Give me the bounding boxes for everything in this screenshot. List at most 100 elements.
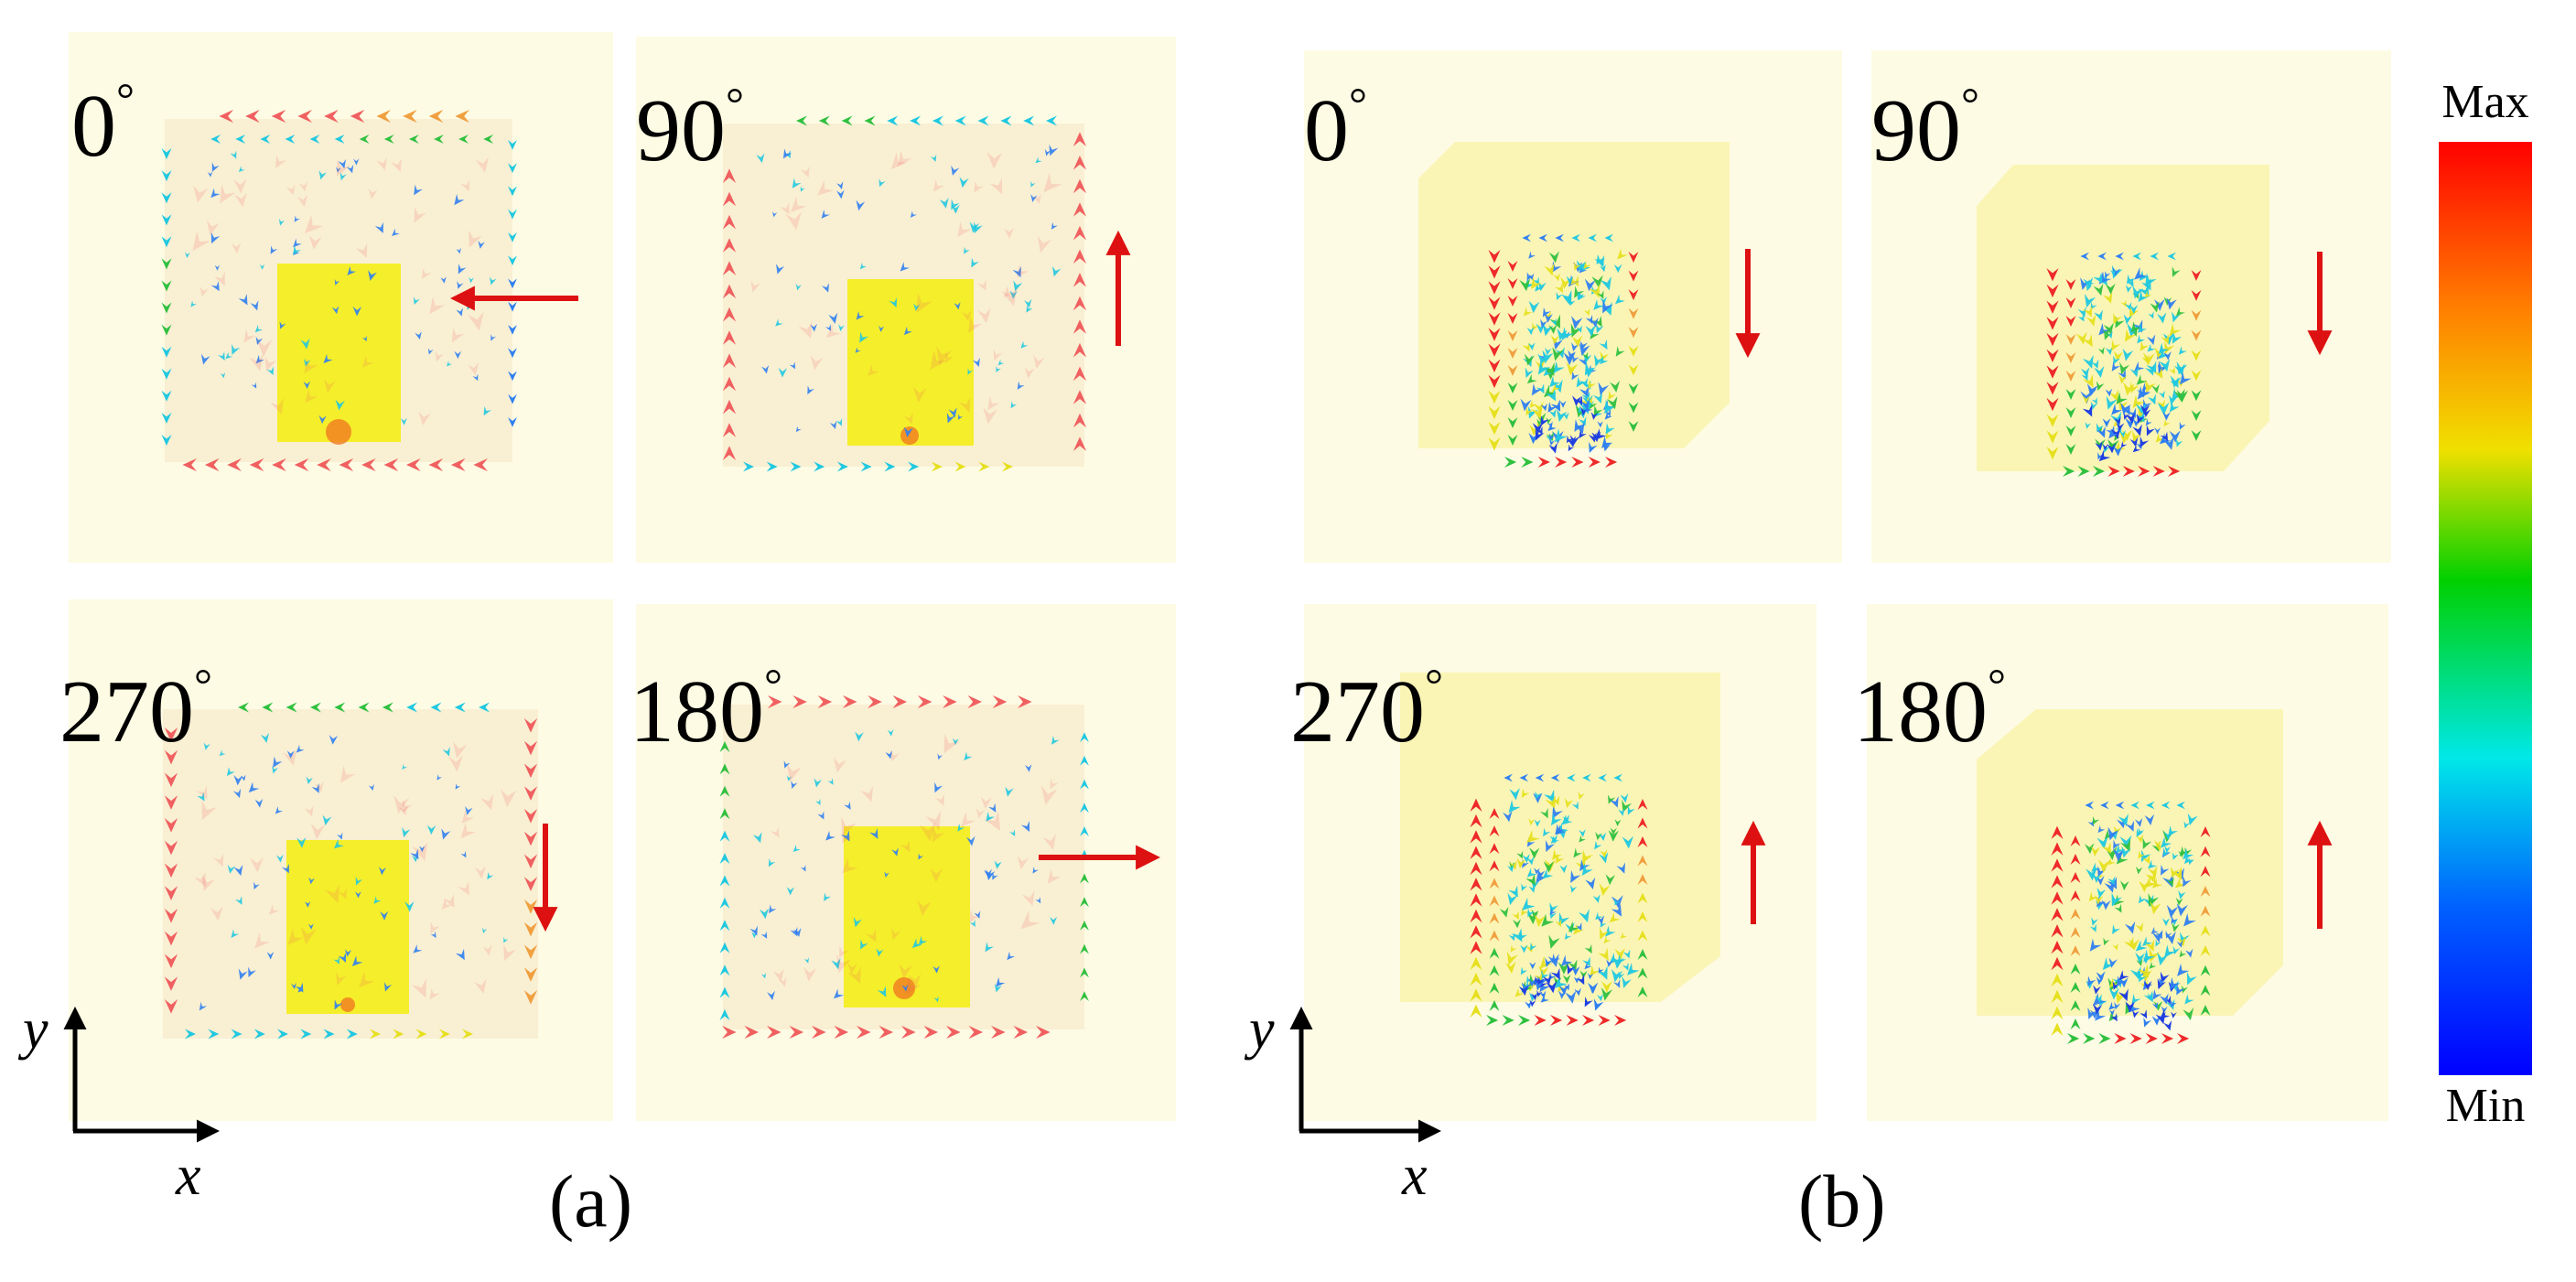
current-vector <box>1628 364 1639 376</box>
current-vector <box>847 963 857 975</box>
current-vector <box>272 766 278 774</box>
current-vector <box>1080 897 1089 908</box>
current-vector <box>859 262 867 270</box>
feed-hotspot <box>900 426 919 445</box>
current-vector <box>376 109 391 124</box>
current-vector <box>240 774 246 781</box>
current-vector <box>2157 978 2166 990</box>
current-vector <box>825 324 832 331</box>
current-vector <box>2118 429 2127 438</box>
angle-label: 180° <box>630 659 782 761</box>
current-vector <box>2065 389 2076 400</box>
current-vector <box>2156 312 2167 324</box>
current-vector <box>752 832 762 844</box>
current-vector <box>307 923 314 930</box>
current-vector <box>286 702 297 713</box>
current-vector <box>460 179 469 192</box>
current-vector <box>1600 275 1611 291</box>
current-vector <box>190 300 197 307</box>
current-vector <box>220 184 236 204</box>
current-vector <box>860 786 874 803</box>
current-vector <box>2175 438 2183 447</box>
current-vector <box>1601 436 1613 448</box>
current-vector <box>1035 156 1042 164</box>
current-vector-field <box>719 695 1089 1040</box>
current-vector <box>1488 421 1501 436</box>
current-vector <box>1597 290 1604 299</box>
current-vector <box>2191 270 2202 281</box>
current-vector <box>430 931 437 939</box>
current-vector <box>1600 920 1607 928</box>
current-vector <box>2136 828 2144 838</box>
current-vector <box>219 109 233 124</box>
current-vector <box>2051 858 2064 872</box>
current-vector <box>2178 346 2187 355</box>
current-vector <box>161 346 172 358</box>
current-vector <box>1528 300 1540 314</box>
current-vector <box>2065 444 2076 455</box>
current-vector <box>2157 952 2169 966</box>
current-vector <box>1550 399 1561 412</box>
current-vector <box>2092 873 2101 884</box>
current-vector <box>2084 293 2096 308</box>
current-vector <box>930 867 943 883</box>
current-vector <box>937 753 943 760</box>
current-vector <box>453 741 468 759</box>
current-vector <box>1590 318 1599 328</box>
current-vector <box>2119 838 2131 852</box>
current-vector <box>1563 295 1572 306</box>
current-vector <box>908 461 920 472</box>
current-vector <box>406 702 418 713</box>
current-vector <box>1599 339 1608 350</box>
current-vector <box>969 920 975 927</box>
current-vector <box>954 461 966 472</box>
current-vector <box>210 135 221 144</box>
current-vector <box>1470 798 1482 812</box>
current-vector <box>304 357 318 373</box>
current-vector <box>1544 313 1553 323</box>
current-vector <box>1537 353 1548 366</box>
current-vector <box>355 242 368 258</box>
current-vector <box>2094 309 2103 321</box>
current-vector <box>1532 322 1539 331</box>
current-vector <box>238 166 245 172</box>
current-vector <box>391 158 402 172</box>
current-vector <box>2178 850 2185 858</box>
current-vector <box>2065 371 2076 382</box>
current-vector <box>901 1025 916 1040</box>
current-vector <box>977 115 989 126</box>
current-vector <box>2132 394 2145 408</box>
current-vector <box>1522 233 1531 242</box>
current-vector <box>2200 886 2211 897</box>
current-vector <box>1608 830 1619 842</box>
current-vector <box>2124 921 2136 934</box>
current-vector <box>2167 252 2176 261</box>
current-vector <box>234 896 243 905</box>
current-vector <box>2151 1001 2159 1009</box>
current-vector <box>772 968 784 982</box>
current-vector <box>965 835 975 846</box>
current-vector <box>523 990 538 1005</box>
current-vector <box>1575 921 1582 932</box>
subplot-b-180: 180° <box>1853 604 2388 1121</box>
current-vector <box>2161 1006 2168 1014</box>
current-vector <box>1628 289 1639 301</box>
current-vector <box>1020 910 1040 930</box>
current-vector <box>422 268 432 279</box>
current-vector <box>996 365 1001 372</box>
current-vector <box>2134 267 2148 280</box>
current-vector <box>1536 426 1543 436</box>
current-vector <box>1588 399 1598 411</box>
current-vector <box>1526 272 1535 281</box>
current-vector <box>959 177 969 189</box>
current-vector <box>2161 333 2170 345</box>
current-vector <box>917 695 932 709</box>
current-vector <box>1535 972 1543 983</box>
current-vector <box>1585 315 1593 324</box>
current-vector <box>2111 361 2121 372</box>
current-vector <box>1534 819 1541 827</box>
current-vector <box>253 881 260 890</box>
current-vector <box>1599 883 1611 897</box>
current-vector <box>1540 415 1549 426</box>
current-vector <box>480 793 494 811</box>
